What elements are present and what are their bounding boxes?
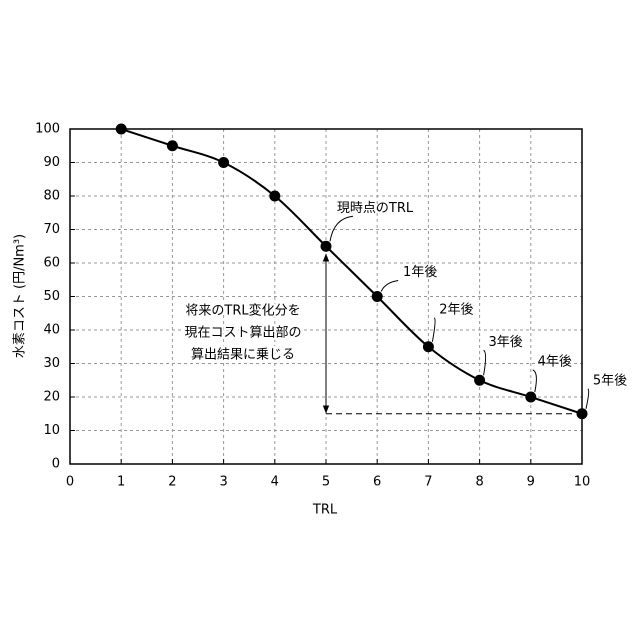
- annotation: 5年後: [593, 373, 627, 388]
- leader: [533, 370, 537, 392]
- x-tick-label: 4: [271, 475, 279, 490]
- point: [167, 140, 178, 151]
- point: [269, 191, 280, 202]
- y-tick-label: 90: [43, 155, 60, 170]
- annotation: 現時点のTRL: [337, 201, 414, 216]
- x-tick-label: 5: [322, 475, 330, 490]
- annotation: 3年後: [488, 335, 522, 350]
- point: [577, 408, 588, 419]
- y-tick-label: 100: [35, 122, 60, 137]
- y-tick-label: 40: [43, 323, 60, 338]
- x-tick-label: 3: [219, 475, 227, 490]
- note: 算出結果に乗じる: [191, 348, 295, 363]
- annotation: 1年後: [403, 265, 437, 280]
- note: 現在コスト算出部の: [184, 326, 301, 341]
- x-tick-label: 0: [66, 475, 74, 490]
- leader: [330, 216, 353, 241]
- x-tick-label: 9: [527, 475, 535, 490]
- x-tick-label: 7: [424, 475, 432, 490]
- y-tick-label: 0: [52, 457, 60, 472]
- point: [218, 157, 229, 168]
- y-tick-label: 50: [43, 289, 60, 304]
- y-tick-label: 70: [43, 222, 60, 237]
- leader: [381, 281, 398, 292]
- x-tick-label: 8: [475, 475, 483, 490]
- point: [372, 291, 383, 302]
- point: [321, 241, 332, 252]
- point: [116, 124, 127, 135]
- y-tick-label: 60: [43, 256, 60, 271]
- x-tick-label: 1: [117, 475, 125, 490]
- y-tick-label: 30: [43, 356, 60, 371]
- point: [525, 392, 536, 403]
- x-tick-label: 10: [574, 475, 591, 490]
- chart: TRL 水素コスト (円/Nm³) 0102030405060708090100…: [0, 0, 640, 640]
- y-axis-label: 水素コスト (円/Nm³): [13, 234, 28, 358]
- point: [423, 341, 434, 352]
- point: [474, 375, 485, 386]
- x-tick-label: 2: [168, 475, 176, 490]
- annotation: 2年後: [439, 302, 473, 317]
- line: [121, 129, 582, 414]
- y-tick-label: 20: [43, 390, 60, 405]
- y-tick-label: 80: [43, 189, 60, 204]
- x-axis-label: TRL: [312, 503, 338, 518]
- annotation: 4年後: [538, 355, 572, 370]
- note: 将来のTRL変化分を: [185, 303, 300, 319]
- leader: [484, 350, 486, 375]
- y-tick-label: 10: [43, 423, 60, 438]
- leader: [586, 389, 589, 409]
- x-tick-label: 6: [373, 475, 381, 490]
